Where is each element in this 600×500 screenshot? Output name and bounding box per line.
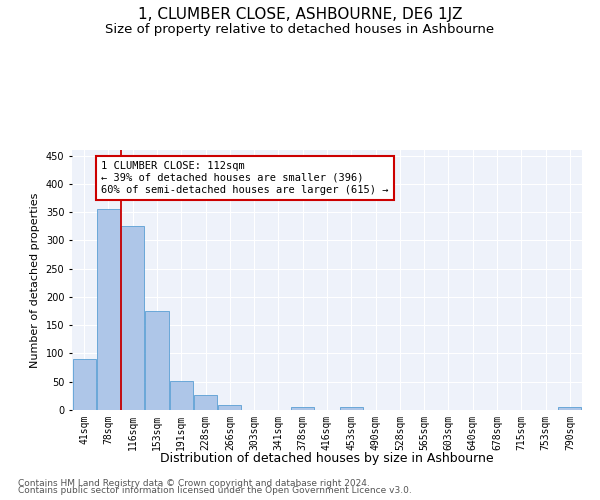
Text: 1, CLUMBER CLOSE, ASHBOURNE, DE6 1JZ: 1, CLUMBER CLOSE, ASHBOURNE, DE6 1JZ xyxy=(138,8,462,22)
Text: Contains public sector information licensed under the Open Government Licence v3: Contains public sector information licen… xyxy=(18,486,412,495)
Y-axis label: Number of detached properties: Number of detached properties xyxy=(30,192,40,368)
Text: Size of property relative to detached houses in Ashbourne: Size of property relative to detached ho… xyxy=(106,22,494,36)
Text: Distribution of detached houses by size in Ashbourne: Distribution of detached houses by size … xyxy=(160,452,494,465)
Bar xyxy=(170,380,193,410)
Bar xyxy=(340,407,363,410)
Text: 1 CLUMBER CLOSE: 112sqm
← 39% of detached houses are smaller (396)
60% of semi-d: 1 CLUMBER CLOSE: 112sqm ← 39% of detache… xyxy=(101,162,389,194)
Bar xyxy=(145,311,169,410)
Bar xyxy=(97,210,120,410)
Bar xyxy=(291,407,314,410)
Bar xyxy=(218,406,241,410)
Bar xyxy=(194,394,217,410)
Bar xyxy=(73,359,95,410)
Bar xyxy=(559,407,581,410)
Text: Contains HM Land Registry data © Crown copyright and database right 2024.: Contains HM Land Registry data © Crown c… xyxy=(18,478,370,488)
Bar xyxy=(121,226,144,410)
